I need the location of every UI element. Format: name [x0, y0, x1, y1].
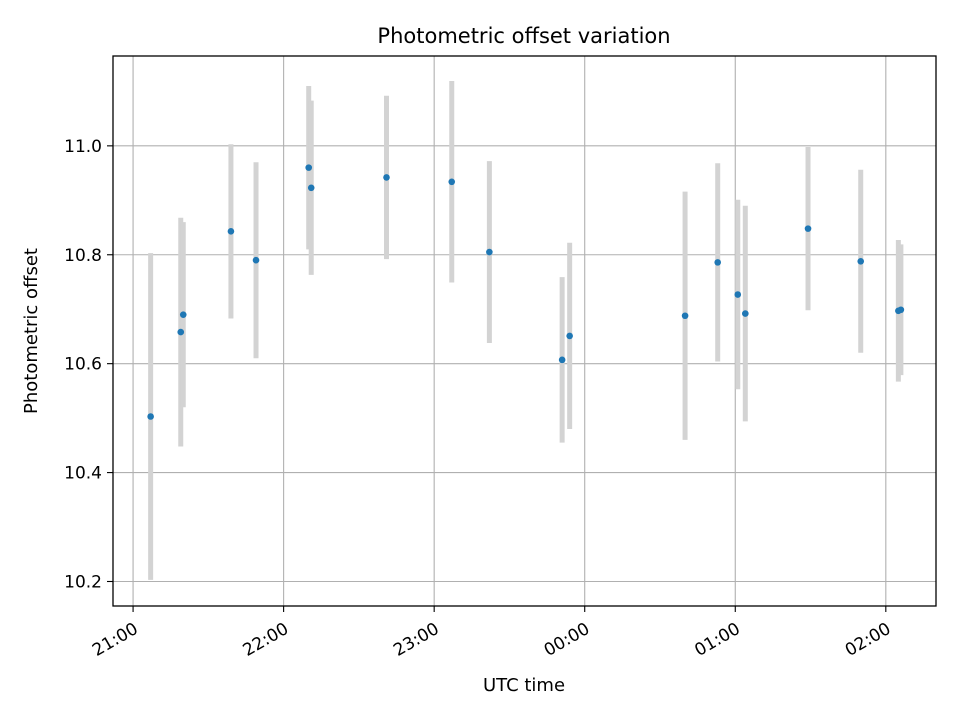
data-point — [857, 257, 865, 265]
data-point — [179, 311, 187, 318]
data-point — [566, 332, 573, 340]
data-point — [177, 328, 185, 336]
data-point — [227, 228, 235, 235]
y-axis: 10.2 10.4 10.6 10.8 11.0 — [64, 137, 113, 592]
data-point — [681, 312, 689, 320]
y-axis-title: Photometric offset — [21, 248, 42, 414]
data-point — [742, 310, 749, 317]
plot-frame — [112, 55, 937, 607]
data-points — [147, 164, 905, 420]
data-point — [804, 225, 812, 232]
data-point — [734, 291, 742, 298]
y-tick-label: 10.2 — [64, 572, 102, 592]
grid — [113, 56, 936, 606]
data-point — [305, 164, 313, 171]
data-point — [383, 174, 390, 181]
data-point — [252, 256, 260, 264]
data-point — [307, 184, 315, 192]
data-point — [486, 248, 493, 256]
data-point — [558, 356, 566, 364]
chart-title: Photometric offset variation — [377, 24, 670, 48]
y-tick-label: 10.4 — [64, 464, 102, 484]
y-tick-label: 10.8 — [64, 246, 102, 266]
data-point — [714, 259, 722, 266]
data-point — [147, 413, 154, 420]
x-axis-title: UTC time — [483, 675, 565, 696]
data-point — [897, 306, 905, 314]
data-point — [448, 178, 456, 186]
y-tick-label: 11.0 — [64, 137, 102, 157]
y-tick-label: 10.6 — [64, 355, 102, 375]
